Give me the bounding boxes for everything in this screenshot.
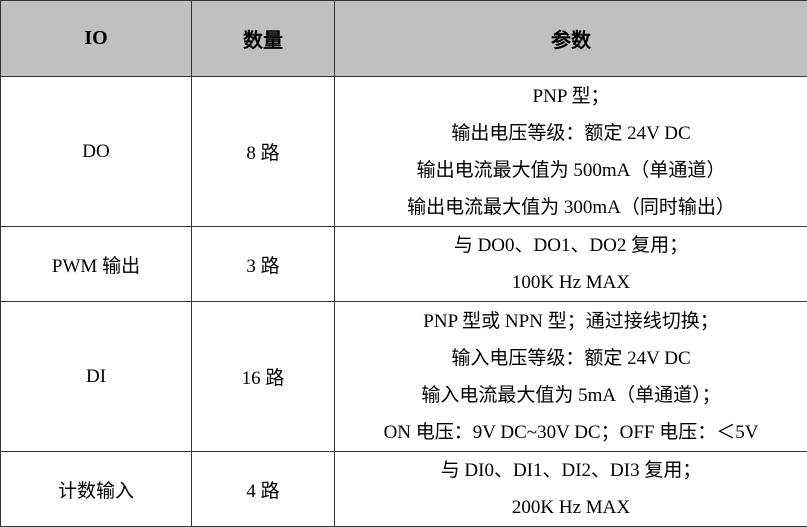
- header-count: 数量: [191, 0, 335, 77]
- param-line: 输出电流最大值为 500mA（单通道）: [416, 159, 726, 181]
- header-io: IO: [0, 0, 192, 77]
- params-cell: 与 DO0、DO1、DO2 复用； 100K Hz MAX: [334, 226, 807, 302]
- param-line: 输入电流最大值为 5mA（单通道）；: [421, 384, 721, 406]
- param-line: 输入电压等级：额定 24V DC: [451, 347, 691, 369]
- table-row: 计数输入 4 路 与 DI0、DI1、DI2、DI3 复用； 200K Hz MAX: [0, 451, 807, 527]
- io-cell: DO: [0, 76, 192, 227]
- io-cell: 计数输入: [0, 451, 192, 527]
- param-line: 100K Hz MAX: [511, 272, 631, 293]
- param-line: PNP 型或 NPN 型；通过接线切换；: [423, 310, 719, 332]
- param-line: 输出电流最大值为 300mA（同时输出）: [407, 196, 735, 218]
- param-line: PNP 型；: [532, 85, 610, 107]
- param-line: 输出电压等级：额定 24V DC: [451, 122, 691, 144]
- table-row: PWM 输出 3 路 与 DO0、DO1、DO2 复用； 100K Hz MAX: [0, 226, 807, 302]
- count-cell: 4 路: [191, 451, 335, 527]
- params-cell: PNP 型； 输出电压等级：额定 24V DC 输出电流最大值为 500mA（单通道…: [334, 76, 807, 227]
- param-line: 与 DI0、DI1、DI2、DI3 复用；: [440, 460, 702, 481]
- table-row: DI 16 路 PNP 型或 NPN 型；通过接线切换； 输入电压等级：额定 24V …: [0, 301, 807, 452]
- io-cell: DI: [0, 301, 192, 452]
- params-cell: 与 DI0、DI1、DI2、DI3 复用； 200K Hz MAX: [334, 451, 807, 527]
- param-line: 200K Hz MAX: [511, 497, 631, 518]
- param-line: 与 DO0、DO1、DO2 复用；: [453, 235, 689, 256]
- param-line: ON 电压：9V DC~30V DC；OFF 电压：＜5V: [383, 421, 759, 443]
- params-cell: PNP 型或 NPN 型；通过接线切换； 输入电压等级：额定 24V DC 输入电流…: [334, 301, 807, 452]
- count-cell: 3 路: [191, 226, 335, 302]
- count-cell: 16 路: [191, 301, 335, 452]
- io-cell: PWM 输出: [0, 226, 192, 302]
- header-params: 参数: [334, 0, 807, 77]
- table-row: DO 8 路 PNP 型； 输出电压等级：额定 24V DC 输出电流最大值为 500m…: [0, 76, 807, 227]
- header-row: IO 数量 参数: [0, 0, 807, 77]
- count-cell: 8 路: [191, 76, 335, 227]
